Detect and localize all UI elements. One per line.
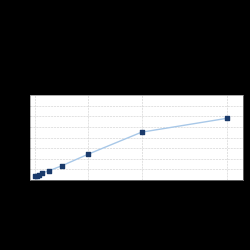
X-axis label: Mouse Excitatory Amino Acid Transporter 1 (SLC1A3/EAAT1)
Concentration (ng/ml): Mouse Excitatory Amino Acid Transporter … (54, 191, 218, 202)
Point (46, 169, 50, 173)
Point (35, 174, 39, 178)
Point (37, 173, 41, 177)
Point (60, 164, 64, 168)
Point (86, 152, 90, 156)
Point (140, 130, 143, 134)
Point (224, 116, 228, 120)
Y-axis label: OD: OD (5, 132, 14, 143)
Point (40, 171, 44, 175)
Point (33, 174, 37, 178)
